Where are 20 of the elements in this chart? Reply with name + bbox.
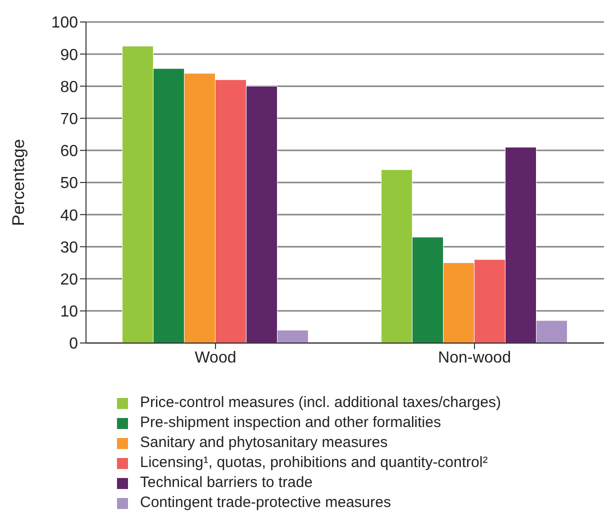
- y-tick-label: 30: [60, 239, 78, 256]
- legend-label: Contingent trade-protective measures: [140, 493, 391, 513]
- y-axis-title: Percentage: [9, 139, 28, 226]
- y-tick-label: 70: [60, 110, 78, 128]
- legend-label: Technical barriers to trade: [140, 473, 313, 493]
- legend-label: Price-control measures (incl. additional taxes/charges): [140, 393, 501, 413]
- y-tick-label: 100: [51, 14, 78, 32]
- legend-label: Sanitary and phytosanitary measures: [140, 433, 388, 453]
- y-tick-label: 90: [60, 46, 78, 64]
- y-tick-label: 0: [69, 336, 78, 353]
- y-tick-label: 10: [60, 304, 78, 321]
- legend-label: Pre-shipment inspection and other formalities: [140, 413, 441, 433]
- x-tick-label: Wood: [194, 349, 236, 366]
- y-tick-label: 60: [60, 143, 78, 160]
- y-tick-label: 50: [60, 175, 78, 192]
- legend-label: Licensing¹, quotas, prohibitions and quantity-control²: [140, 453, 488, 473]
- y-tick-label: 20: [60, 271, 78, 288]
- y-tick-label: 80: [60, 78, 78, 96]
- y-tick-label: 40: [60, 207, 78, 224]
- x-tick-label: Non-wood: [438, 349, 511, 366]
